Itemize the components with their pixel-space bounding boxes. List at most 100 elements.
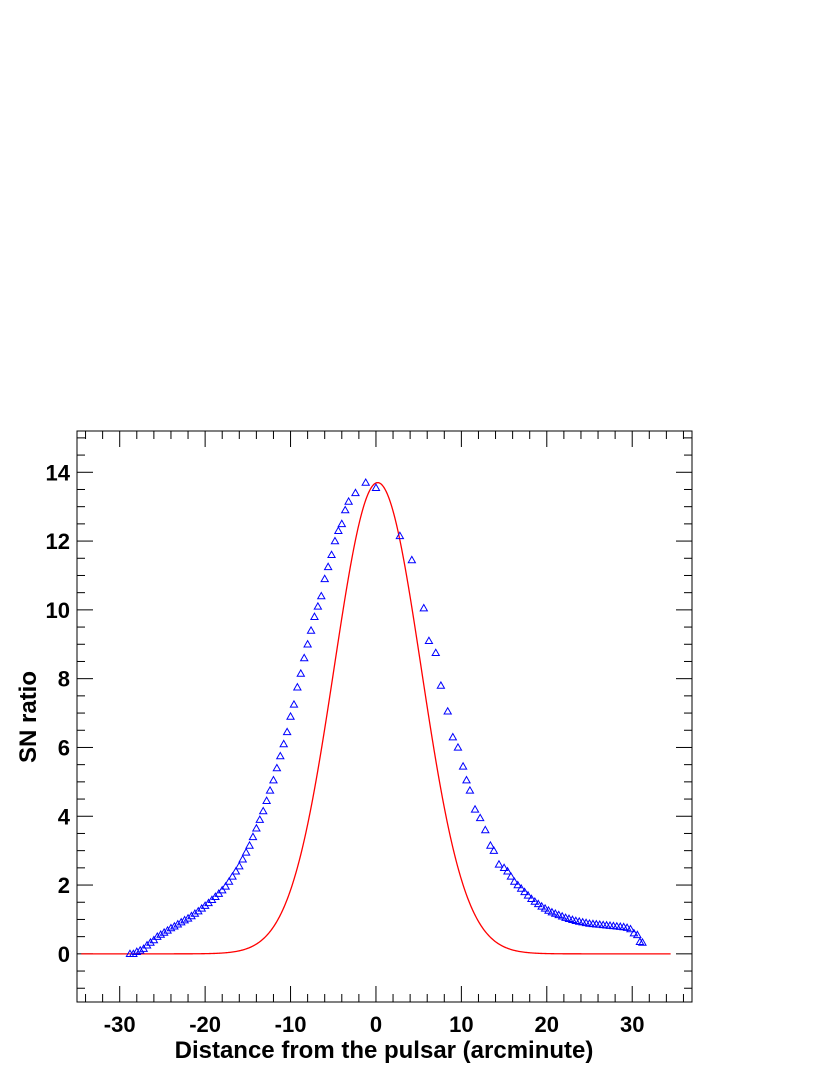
data-point	[217, 885, 227, 894]
data-point	[169, 921, 179, 930]
plot-frame	[76, 430, 693, 1003]
data-point	[470, 804, 480, 813]
data-point	[272, 763, 282, 772]
y-tick-label: 0	[58, 942, 70, 967]
data-point	[480, 825, 490, 834]
data-point	[190, 908, 200, 917]
data-point	[327, 550, 337, 559]
data-point	[251, 823, 261, 832]
data-point	[186, 911, 196, 920]
data-point	[350, 488, 360, 497]
data-point	[333, 526, 343, 534]
data-point	[475, 813, 485, 822]
data-point	[622, 923, 632, 931]
x-tick-label: 0	[370, 1012, 382, 1037]
data-point	[316, 591, 326, 600]
data-point	[635, 937, 645, 945]
data-point	[221, 881, 231, 890]
data-point	[262, 796, 272, 804]
data-point	[554, 910, 564, 919]
data-point	[279, 739, 289, 748]
data-point	[128, 949, 138, 958]
data-point	[166, 923, 176, 932]
data-point	[180, 915, 190, 924]
data-point	[255, 815, 265, 823]
data-point	[499, 863, 509, 872]
y-axis-ticks	[77, 437, 692, 989]
data-point	[268, 775, 278, 784]
data-point	[526, 894, 536, 903]
data-point	[516, 883, 526, 892]
data-point	[494, 859, 504, 868]
data-point	[547, 907, 557, 916]
data-point	[503, 866, 512, 875]
data-point	[629, 928, 639, 937]
x-tick-label: 10	[449, 1012, 473, 1037]
data-point	[544, 905, 553, 914]
data-point	[323, 562, 333, 571]
data-point	[557, 911, 567, 920]
x-axis-tick-labels: -30 -20 -10 0 10 20 30	[104, 1012, 645, 1037]
data-point	[489, 846, 499, 854]
data-point	[135, 945, 145, 954]
y-axis-title: SN ratio	[15, 671, 42, 763]
data-point	[299, 653, 309, 662]
x-tick-label: -30	[104, 1012, 136, 1037]
data-point	[344, 496, 354, 505]
y-tick-label: 2	[58, 873, 70, 898]
data-point	[156, 929, 166, 938]
x-tick-label: -20	[189, 1012, 221, 1037]
y-axis-tick-labels: 0 2 4 6 8 10 12 14	[46, 460, 71, 967]
data-point	[320, 574, 330, 583]
data-markers	[125, 477, 647, 958]
x-tick-label: 20	[535, 1012, 559, 1037]
data-point	[132, 947, 142, 955]
y-tick-label: 6	[58, 735, 70, 760]
x-tick-label: 30	[620, 1012, 644, 1037]
data-point	[238, 854, 248, 863]
data-point	[282, 727, 292, 736]
data-point	[227, 871, 237, 880]
data-point	[292, 682, 302, 691]
data-point	[330, 536, 340, 545]
data-point	[448, 732, 458, 741]
data-point	[224, 877, 234, 885]
data-point	[465, 785, 475, 794]
data-point	[443, 706, 453, 715]
data-point	[540, 903, 550, 912]
data-point	[306, 625, 316, 634]
data-point	[520, 887, 530, 896]
data-point	[626, 924, 635, 933]
data-point	[506, 871, 516, 880]
data-point	[145, 937, 155, 946]
data-point	[485, 840, 495, 849]
data-point	[289, 699, 299, 708]
data-point	[533, 899, 543, 908]
data-point	[431, 648, 441, 657]
data-point	[530, 896, 540, 905]
data-point	[509, 877, 519, 885]
data-point	[231, 866, 241, 875]
data-point	[513, 880, 523, 889]
data-point	[361, 477, 371, 486]
data-point	[523, 890, 533, 899]
y-tick-label: 4	[58, 804, 71, 829]
data-point	[159, 927, 169, 936]
data-point	[550, 908, 560, 917]
data-point	[258, 806, 268, 815]
y-tick-label: 10	[46, 598, 70, 623]
data-point	[173, 919, 183, 928]
data-point	[453, 742, 463, 751]
y-tick-label: 12	[46, 529, 70, 554]
data-point	[371, 483, 381, 491]
data-point	[303, 639, 313, 648]
gaussian-fit-curve	[81, 481, 671, 955]
data-point	[275, 751, 285, 760]
data-point	[265, 785, 275, 794]
data-point	[163, 925, 173, 934]
x-axis-title: Distance from the pulsar (arcminute)	[175, 1037, 594, 1064]
data-point	[462, 775, 471, 784]
data-point	[234, 861, 244, 870]
data-point	[407, 555, 417, 564]
